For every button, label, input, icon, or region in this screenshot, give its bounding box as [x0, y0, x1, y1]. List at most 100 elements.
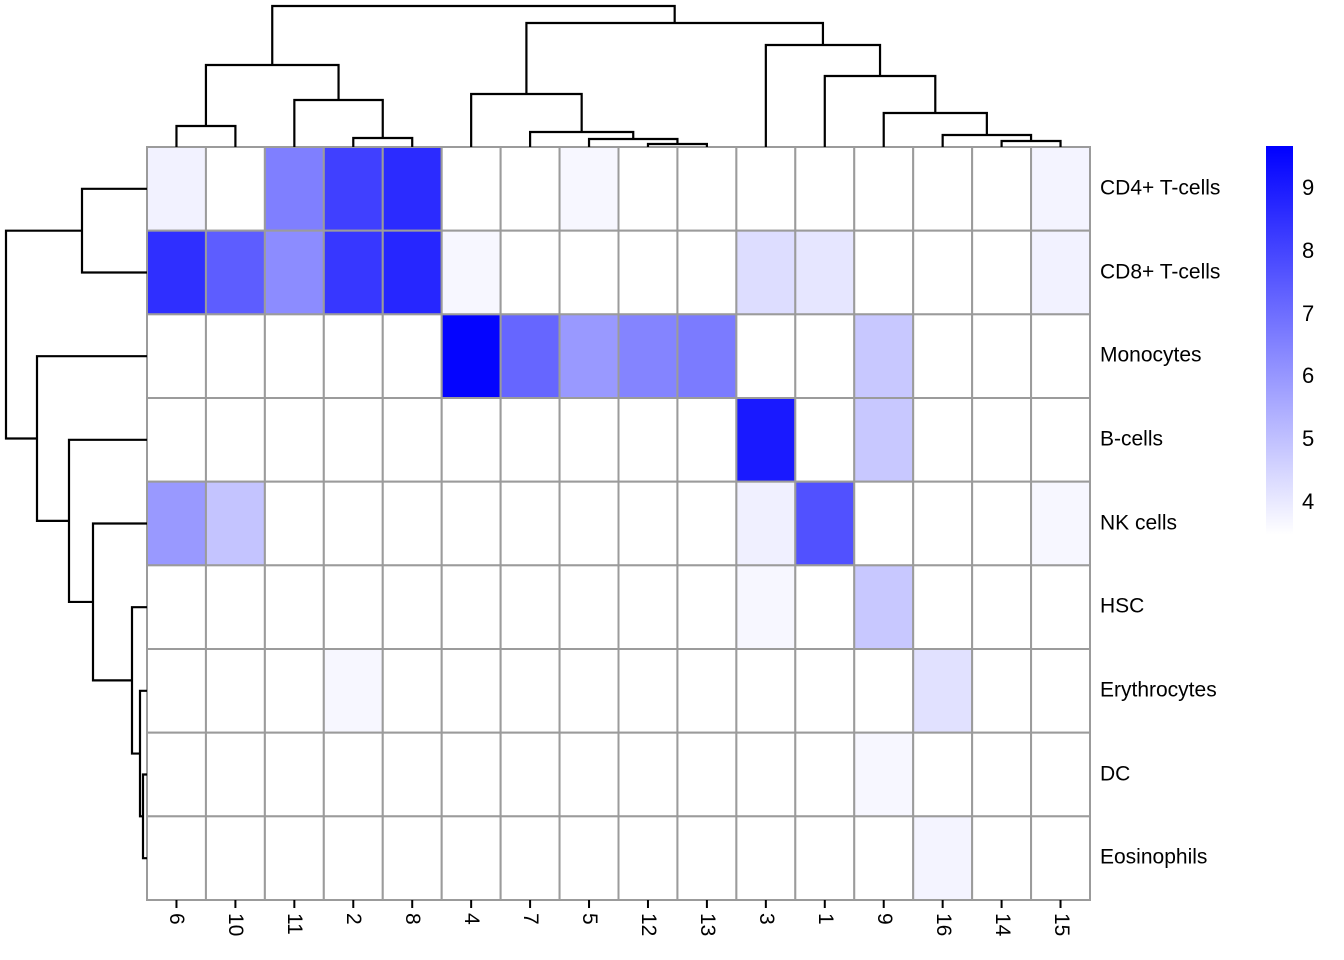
heatmap-cell-erythrocytes-col13: [676, 648, 738, 734]
col-label-8: 8: [401, 913, 425, 925]
heatmap-cell-b-cells-col4: [440, 397, 502, 483]
legend-gradient-bar: [1266, 146, 1293, 535]
row-dendrogram-branch: [35, 355, 147, 522]
heatmap-cell-monocytes-col6: [146, 313, 207, 400]
heatmap-cell-nk-cells-col15: [1030, 480, 1091, 567]
heatmap-cell-hsc-col12: [617, 564, 679, 650]
heatmap-cell-dc-col12: [617, 731, 679, 818]
col-label-3: 3: [754, 913, 778, 925]
col-label-12: 12: [636, 913, 660, 937]
col-label-10: 10: [224, 913, 248, 937]
heatmap-cell-eosinophils-col8: [381, 815, 443, 901]
heatmap-cell-dc-col6: [146, 731, 207, 818]
row-label-nk-cells: NK cells: [1100, 511, 1178, 535]
heatmap-cell-monocytes-col2: [322, 313, 384, 400]
heatmap-cell-hsc-col6: [146, 564, 207, 650]
row-label-hsc: HSC: [1100, 594, 1145, 618]
legend-tick-label-7: 7: [1302, 300, 1315, 326]
heatmap-cell-cd4-t-cells-col14: [971, 146, 1033, 232]
heatmap-cell-cd4-t-cells-col13: [676, 146, 738, 232]
column-dendrogram-branch: [204, 63, 340, 126]
heatmap-cell-nk-cells-col12: [617, 480, 679, 567]
heatmap-cell-nk-cells-col3: [735, 480, 797, 567]
col-label-9: 9: [872, 913, 896, 925]
heatmap-cell-nk-cells-col14: [971, 480, 1033, 567]
heatmap-cell-dc-col14: [971, 731, 1033, 818]
heatmap-cell-erythrocytes-col5: [558, 648, 620, 734]
heatmap-cell-hsc-col5: [558, 564, 620, 650]
col-label-6: 6: [165, 913, 189, 925]
heatmap-cell-hsc-col13: [676, 564, 738, 650]
heatmap-cell-erythrocytes-col7: [499, 648, 561, 734]
heatmap-cell-monocytes-col1: [794, 313, 856, 400]
heatmap-cell-b-cells-col8: [381, 397, 443, 483]
col-label-5: 5: [578, 913, 602, 925]
heatmap-cell-dc-col7: [499, 731, 561, 818]
heatmap-cell-monocytes-col4: [440, 313, 502, 400]
heatmap-cell-erythrocytes-col14: [971, 648, 1033, 734]
heatmap-cell-erythrocytes-col1: [794, 648, 856, 734]
heatmap-cell-eosinophils-col7: [499, 815, 561, 901]
heatmap-cell-nk-cells-col11: [263, 480, 325, 567]
heatmap-cell-dc-col4: [440, 731, 502, 818]
heatmap-cell-hsc-col10: [204, 564, 266, 650]
heatmap-cell-cd4-t-cells-col10: [204, 146, 266, 232]
heatmap-cell-dc-col5: [558, 731, 620, 818]
heatmap-cell-monocytes-col14: [971, 313, 1033, 400]
heatmap-cell-hsc-col1: [794, 564, 856, 650]
col-label-11: 11: [283, 913, 307, 935]
heatmap-cell-erythrocytes-col16: [912, 648, 974, 734]
heatmap-cell-cd8-t-cells-col15: [1030, 229, 1091, 316]
col-label-14: 14: [990, 913, 1014, 937]
heatmap-cell-dc-col2: [322, 731, 384, 818]
heatmap-cell-hsc-col15: [1030, 564, 1091, 650]
heatmap-cell-monocytes-col8: [381, 313, 443, 400]
row-dendrogram-branch: [67, 438, 147, 604]
heatmap-cell-nk-cells-col2: [322, 480, 384, 567]
heatmap-cell-cd4-t-cells-col5: [558, 146, 620, 232]
heatmap-cell-b-cells-col10: [204, 397, 266, 483]
legend-tick-label-4: 4: [1302, 489, 1315, 514]
heatmap-cell-b-cells-col11: [263, 397, 325, 483]
heatmap-cell-cd4-t-cells-col8: [381, 146, 443, 232]
heatmap-cell-eosinophils-col4: [440, 815, 502, 901]
heatmap-cell-erythrocytes-col10: [204, 648, 266, 734]
heatmap-cell-eosinophils-col11: [263, 815, 325, 901]
heatmap-cell-dc-col16: [912, 731, 974, 818]
heatmap-cell-cd8-t-cells-col5: [558, 229, 620, 316]
row-dendrogram-branch: [4, 229, 82, 440]
heatmap-cell-erythrocytes-col9: [853, 648, 915, 734]
heatmap-cell-cd8-t-cells-col12: [617, 229, 679, 316]
heatmap-cell-dc-col3: [735, 731, 797, 818]
heatmap-cell-cd8-t-cells-col11: [263, 229, 325, 316]
heatmap-cell-cd4-t-cells-col15: [1030, 146, 1091, 232]
heatmap-cell-b-cells-col5: [558, 397, 620, 483]
heatmap-cell-cd4-t-cells-col4: [440, 146, 502, 232]
heatmap-cell-nk-cells-col8: [381, 480, 443, 567]
heatmap-cell-eosinophils-col2: [322, 815, 384, 901]
heatmap-cell-monocytes-col5: [558, 313, 620, 400]
heatmap-cell-b-cells-col14: [971, 397, 1033, 483]
heatmap-cell-b-cells-col1: [794, 397, 856, 483]
legend-tick-label-5: 5: [1302, 426, 1315, 452]
heatmap-cell-cd4-t-cells-col3: [735, 146, 797, 232]
heatmap-cell-monocytes-col3: [735, 313, 797, 400]
heatmap-cell-cd8-t-cells-col9: [853, 229, 915, 316]
heatmap-cell-erythrocytes-col2: [322, 648, 384, 734]
heatmap-cell-hsc-col3: [735, 564, 797, 650]
heatmap-cell-nk-cells-col13: [676, 480, 738, 567]
row-label-eosinophils: Eosinophils: [1100, 845, 1208, 869]
col-label-15: 15: [1049, 913, 1073, 937]
col-label-2: 2: [342, 913, 366, 925]
heatmap-cell-monocytes-col11: [263, 313, 325, 400]
heatmap-cell-b-cells-col9: [853, 397, 915, 483]
column-dendrogram-branch: [175, 124, 237, 147]
col-label-7: 7: [519, 913, 543, 925]
heatmap-cell-dc-col13: [676, 731, 738, 818]
heatmap-cell-cd4-t-cells-col1: [794, 146, 856, 232]
heatmap-cell-nk-cells-col10: [204, 480, 266, 567]
heatmap-cell-monocytes-col16: [912, 313, 974, 400]
heatmap-cell-cd8-t-cells-col4: [440, 229, 502, 316]
